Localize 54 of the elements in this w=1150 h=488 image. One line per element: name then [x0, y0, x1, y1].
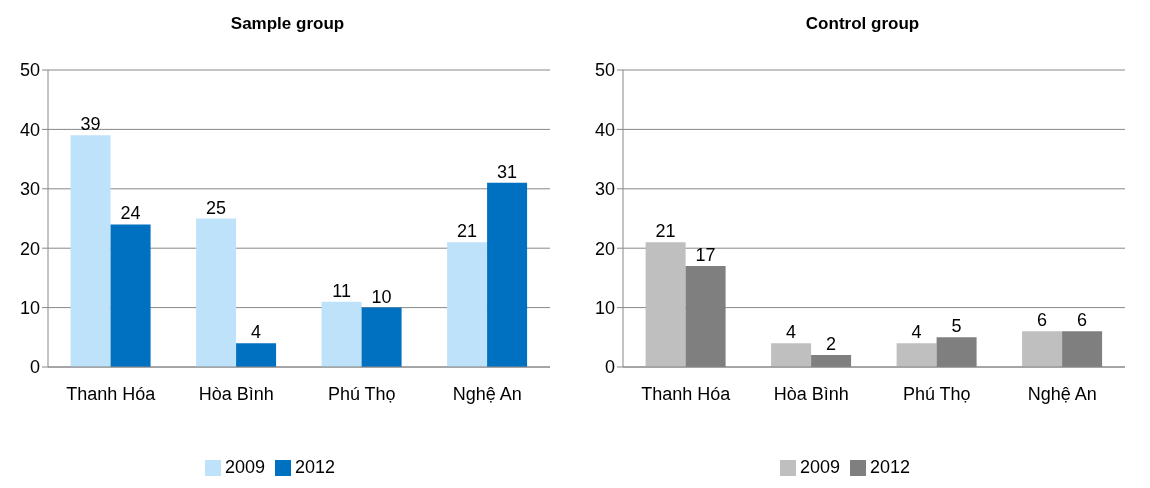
bar	[361, 307, 402, 367]
data-label: 17	[695, 245, 716, 266]
data-label: 2	[826, 334, 837, 355]
data-label: 4	[911, 322, 922, 343]
x-tick-label: Hòa Bình	[773, 383, 849, 404]
data-label: 11	[332, 280, 351, 301]
data-label: 39	[80, 114, 101, 135]
data-label: 4	[251, 322, 262, 343]
bar	[70, 135, 111, 367]
data-label: 10	[371, 286, 392, 307]
legend-label: 2012	[295, 457, 336, 477]
y-tick-label: 0	[29, 357, 40, 378]
data-label: 25	[206, 197, 227, 218]
y-tick-label: 40	[594, 119, 615, 140]
y-tick-label: 30	[19, 179, 40, 200]
data-label: 21	[655, 221, 676, 242]
y-tick-label: 30	[594, 179, 615, 200]
bar	[645, 242, 686, 367]
y-tick-label: 10	[594, 297, 615, 318]
bar	[110, 224, 151, 367]
legend-label: 2009	[799, 457, 840, 477]
y-tick-label: 20	[594, 238, 615, 259]
bar	[896, 343, 937, 367]
y-tick-label: 0	[604, 357, 615, 378]
data-label: 24	[120, 203, 141, 224]
x-tick-label: Thanh Hóa	[66, 383, 157, 404]
chart-title: Control group	[804, 14, 921, 34]
bar	[487, 182, 528, 367]
legend-label: 2012	[870, 457, 911, 477]
data-label: 6	[1077, 310, 1088, 331]
x-tick-label: Hòa Bình	[198, 383, 274, 404]
data-label: 4	[786, 322, 797, 343]
bar	[1022, 331, 1063, 367]
bar	[236, 343, 277, 367]
bar	[321, 301, 362, 367]
x-tick-label: Nghệ An	[1027, 383, 1097, 404]
data-label: 5	[951, 316, 962, 337]
y-tick-label: 10	[19, 297, 40, 318]
legend-label: 2009	[224, 457, 265, 477]
x-tick-label: Nghệ An	[452, 383, 522, 404]
y-tick-label: 50	[594, 60, 615, 81]
chart-title: Sample group	[229, 14, 346, 34]
x-tick-label: Phú Thọ	[902, 383, 971, 404]
x-tick-label: Thanh Hóa	[641, 383, 732, 404]
data-label: 31	[497, 161, 518, 182]
bar	[771, 343, 812, 367]
y-tick-label: 40	[19, 119, 40, 140]
bar	[447, 242, 488, 367]
bar	[196, 218, 237, 367]
data-label: 21	[457, 221, 478, 242]
y-tick-label: 50	[19, 60, 40, 81]
data-label: 6	[1037, 310, 1048, 331]
x-tick-label: Phú Thọ	[327, 383, 396, 404]
y-tick-label: 20	[19, 238, 40, 259]
